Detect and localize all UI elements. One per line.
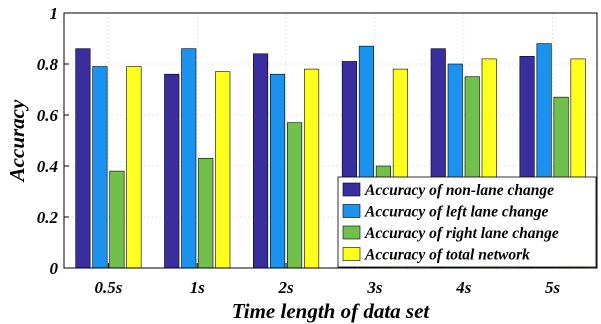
- legend-box: [337, 176, 597, 268]
- x-axis-title: Time length of data set: [232, 299, 431, 323]
- y-tick-label: 0.2: [37, 208, 59, 227]
- legend-label-3: Accuracy of right lane change: [364, 225, 559, 242]
- y-tick-label: 0.4: [37, 157, 58, 176]
- bar-2s-series-2: [270, 73, 286, 269]
- bar-1s-series-2: [181, 48, 197, 269]
- legend-swatch-3: [342, 225, 361, 240]
- y-tick-label: 0.8: [37, 55, 59, 74]
- legend-label-2: Accuracy of left lane change: [364, 204, 549, 221]
- bar-1s-series-1: [164, 73, 180, 269]
- bar-0.5s-series-2: [92, 66, 108, 269]
- x-tick-label: 4s: [455, 278, 472, 297]
- y-axis-title: Accuracy: [5, 99, 29, 183]
- bar-1s-series-4: [215, 71, 231, 269]
- bar-0.5s-series-1: [75, 48, 91, 269]
- x-tick-label: 3s: [366, 278, 383, 297]
- bar-2s-series-3: [287, 122, 303, 269]
- legend-swatch-4: [342, 247, 361, 261]
- legend-swatch-2: [342, 204, 361, 218]
- x-tick-label: 5s: [545, 278, 561, 297]
- y-tick-label: 0.6: [37, 106, 59, 125]
- legend-label-1: Accuracy of non-lane change: [364, 182, 554, 199]
- x-tick-label: 0.5s: [94, 278, 122, 297]
- bar-2s-series-4: [304, 68, 320, 269]
- y-tick-label: 1: [50, 4, 59, 23]
- bar-2s-series-1: [253, 53, 269, 269]
- x-axis-ticks: 0.5s 1s 2s 3s 4s 5s: [94, 263, 561, 297]
- bar-1s-series-3: [198, 158, 214, 269]
- plot-frame: [63, 12, 598, 269]
- x-tick-label: 2s: [278, 278, 295, 297]
- bar-0.5s-series-3: [109, 170, 125, 269]
- legend-label-4: Accuracy of total network: [364, 247, 530, 264]
- bar-0.5s-series-4: [126, 66, 142, 269]
- x-tick-label: 1s: [190, 278, 206, 297]
- y-axis-ticks: 0 0.2 0.4 0.6 0.8 1: [37, 4, 69, 278]
- legend: Accuracy of non-lane change Accuracy of l…: [337, 176, 597, 268]
- y-tick-label: 0: [50, 259, 59, 278]
- legend-swatch-1: [342, 182, 361, 197]
